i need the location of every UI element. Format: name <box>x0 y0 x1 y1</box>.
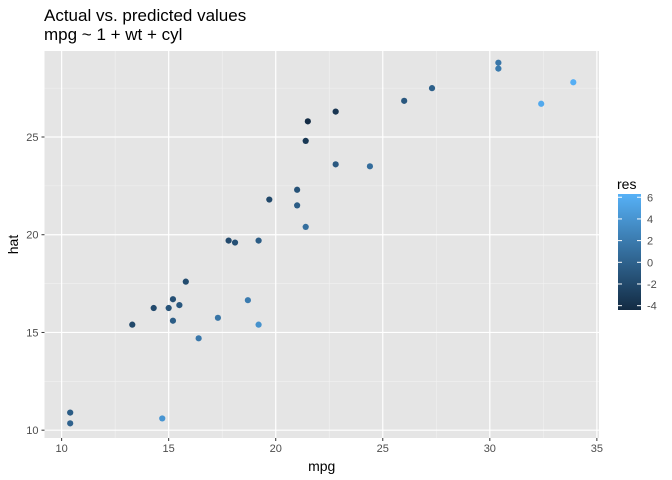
y-tick-label: 10 <box>26 425 38 437</box>
data-point <box>169 296 177 303</box>
chart-subtitle: mpg ~ 1 + wt + cyl <box>44 25 182 44</box>
data-point <box>176 301 183 309</box>
plot-panel <box>44 51 599 438</box>
legend-colorbar <box>618 194 641 310</box>
y-tick-label: 20 <box>26 230 38 242</box>
data-point <box>570 79 577 86</box>
data-point <box>129 321 136 328</box>
data-point <box>332 108 339 115</box>
x-tick-label: 10 <box>56 443 68 455</box>
x-tick-label: 15 <box>163 443 175 455</box>
data-point <box>244 297 251 304</box>
x-tick-label: 20 <box>270 443 282 455</box>
data-point <box>195 335 202 342</box>
data-point <box>495 59 502 66</box>
data-point <box>302 137 309 145</box>
grid-major <box>44 51 599 438</box>
legend-title: res <box>617 176 636 192</box>
data-point <box>159 415 166 422</box>
data-point <box>294 186 301 193</box>
y-tick-label: 15 <box>26 327 38 339</box>
data-point <box>304 118 311 125</box>
data-point <box>214 314 222 321</box>
legend-label: 2 <box>647 236 653 248</box>
y-tick-label: 25 <box>26 132 38 144</box>
data-point <box>67 409 74 416</box>
data-point <box>169 317 177 324</box>
data-point <box>165 304 172 312</box>
data-point <box>67 420 74 427</box>
data-point <box>255 321 262 328</box>
legend-label: 6 <box>647 192 653 204</box>
grid-minor <box>44 51 599 438</box>
data-point <box>495 65 502 72</box>
x-axis: 10 15 20 25 30 35 <box>56 438 603 455</box>
y-axis: 10 15 20 25 <box>26 132 45 437</box>
x-tick-label: 30 <box>484 443 496 455</box>
legend-label: 0 <box>647 257 653 269</box>
data-point <box>255 237 262 244</box>
y-axis-title: hat <box>5 235 21 255</box>
data-point <box>428 85 436 92</box>
data-point <box>302 223 309 231</box>
legend: res 6 4 2 0 -2 -4 <box>617 176 657 313</box>
data-point <box>538 100 545 107</box>
x-tick-label: 35 <box>591 443 603 455</box>
x-axis-title: mpg <box>308 458 335 474</box>
legend-label: 4 <box>647 214 653 226</box>
data-point <box>266 196 273 203</box>
data-points <box>67 59 577 427</box>
data-point <box>366 163 374 170</box>
data-point <box>401 97 408 104</box>
data-point <box>225 237 232 244</box>
data-point <box>182 278 189 285</box>
legend-ticks: 6 4 2 0 -2 -4 <box>618 192 657 313</box>
data-point <box>294 202 301 209</box>
data-point <box>332 161 339 168</box>
x-tick-label: 25 <box>377 443 389 455</box>
chart-title: Actual vs. predicted values <box>44 6 246 25</box>
legend-label: -4 <box>647 301 657 313</box>
data-point <box>231 239 239 246</box>
legend-label: -2 <box>647 279 657 291</box>
data-point <box>150 304 157 312</box>
